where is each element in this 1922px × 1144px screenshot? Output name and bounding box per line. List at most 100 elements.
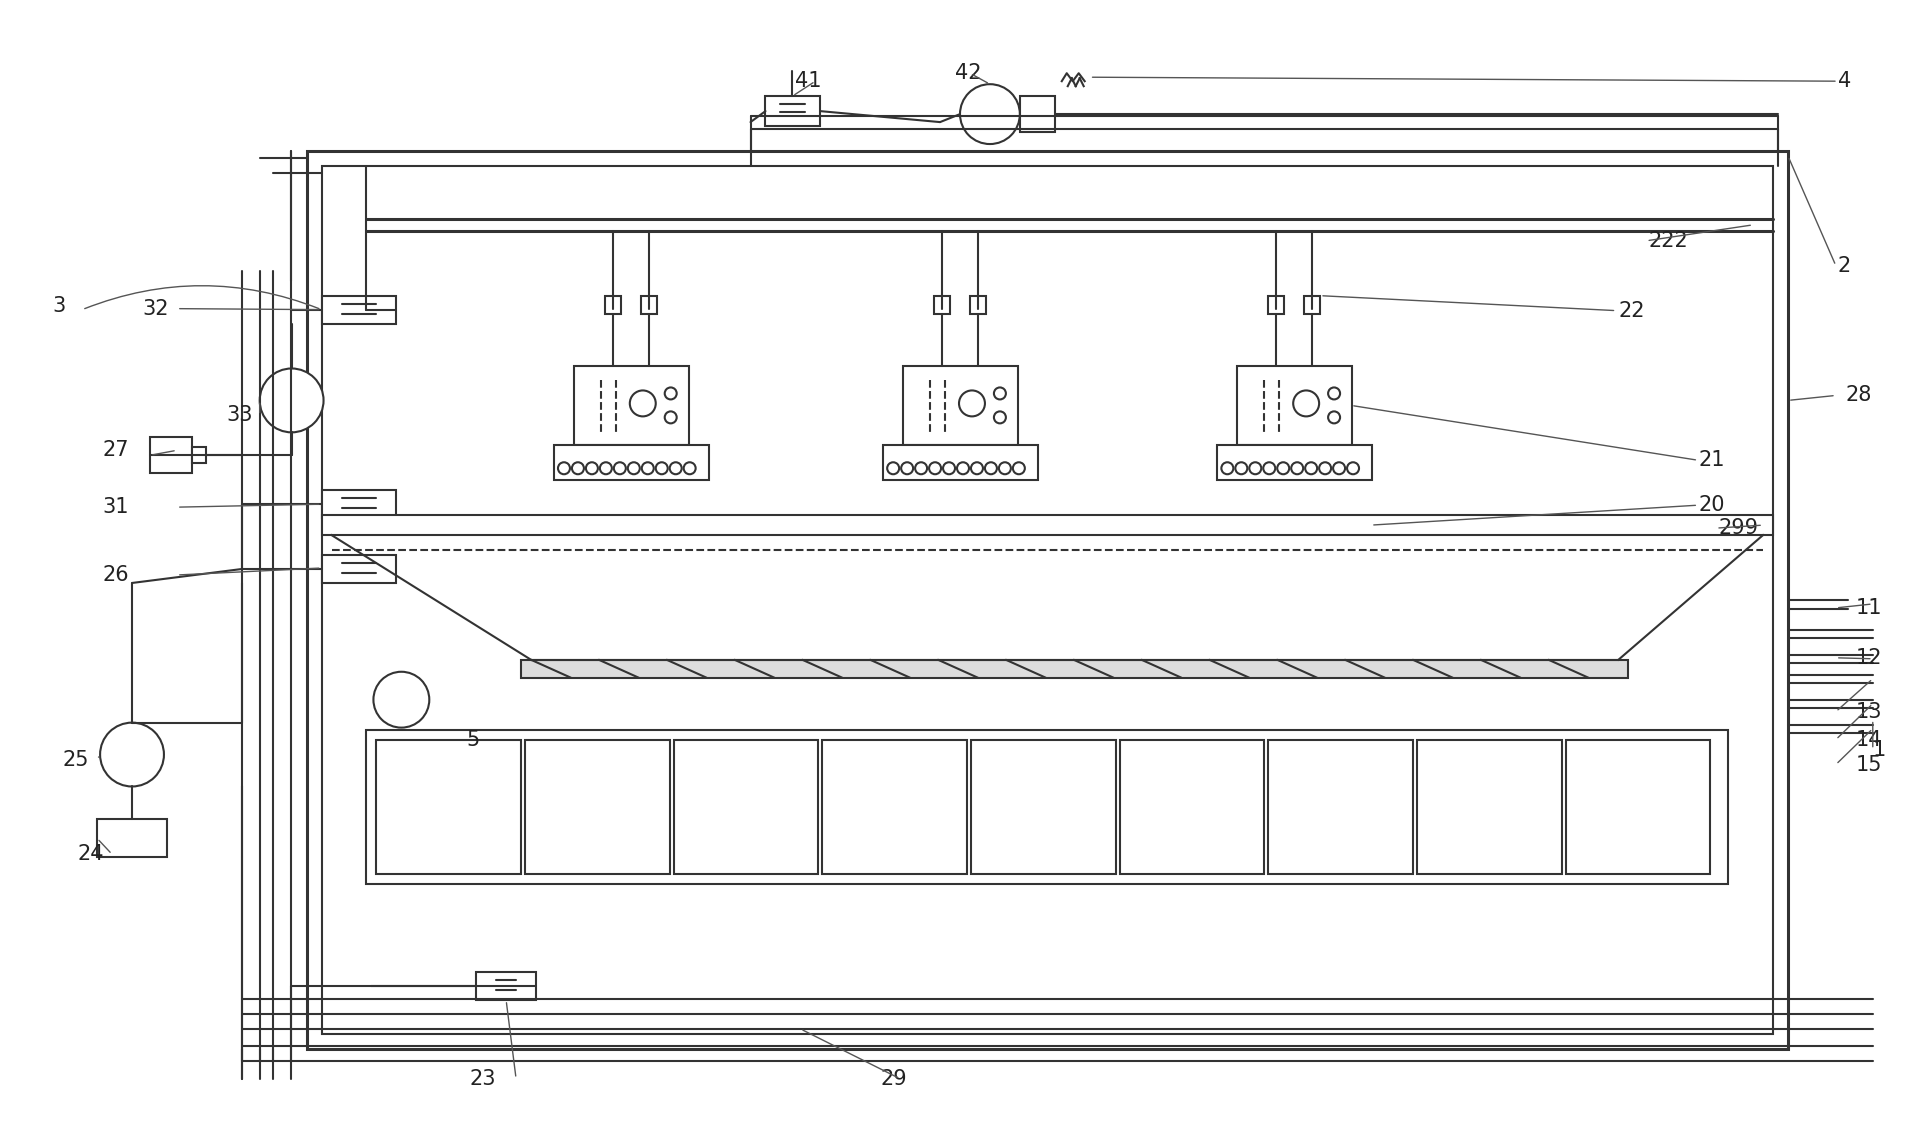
Bar: [321, 515, 1772, 535]
Bar: [377, 739, 521, 874]
Bar: [605, 295, 621, 313]
Circle shape: [901, 462, 913, 475]
Circle shape: [915, 462, 926, 475]
Text: 33: 33: [227, 405, 254, 426]
Circle shape: [100, 723, 163, 786]
Bar: [98, 819, 167, 857]
Bar: [367, 730, 1728, 884]
Circle shape: [1328, 412, 1340, 423]
Circle shape: [971, 462, 982, 475]
Bar: [675, 739, 819, 874]
Bar: [554, 445, 709, 480]
Text: 2: 2: [1837, 256, 1851, 276]
Text: 299: 299: [1718, 518, 1759, 538]
Bar: [521, 660, 1628, 677]
Bar: [884, 445, 1038, 480]
Bar: [1269, 739, 1413, 874]
Bar: [321, 166, 1772, 1034]
Circle shape: [669, 462, 682, 475]
Text: 27: 27: [102, 440, 129, 460]
Circle shape: [600, 462, 611, 475]
Text: 32: 32: [142, 299, 169, 319]
Bar: [575, 365, 688, 445]
Text: 31: 31: [102, 498, 129, 517]
Bar: [192, 447, 206, 463]
Bar: [1238, 365, 1351, 445]
Circle shape: [1318, 462, 1332, 475]
Text: 20: 20: [1699, 495, 1724, 515]
Text: 24: 24: [77, 844, 104, 865]
Bar: [765, 96, 821, 126]
Circle shape: [994, 388, 1005, 399]
Circle shape: [573, 462, 584, 475]
Text: 3: 3: [52, 295, 65, 316]
Circle shape: [373, 672, 429, 728]
Bar: [477, 972, 536, 1000]
Circle shape: [557, 462, 571, 475]
Circle shape: [1347, 462, 1359, 475]
Circle shape: [613, 462, 627, 475]
Text: 42: 42: [955, 63, 982, 84]
Bar: [150, 437, 192, 474]
Circle shape: [1013, 462, 1024, 475]
Bar: [1121, 739, 1265, 874]
Text: 29: 29: [880, 1068, 907, 1089]
Circle shape: [1328, 388, 1340, 399]
Bar: [934, 295, 949, 313]
Circle shape: [655, 462, 667, 475]
Bar: [823, 739, 967, 874]
Circle shape: [628, 462, 640, 475]
Text: 26: 26: [102, 565, 129, 585]
Circle shape: [999, 462, 1011, 475]
Circle shape: [1249, 462, 1261, 475]
Circle shape: [944, 462, 955, 475]
Circle shape: [665, 388, 677, 399]
Text: 5: 5: [467, 730, 479, 749]
Circle shape: [959, 390, 984, 416]
Circle shape: [630, 390, 655, 416]
Circle shape: [888, 462, 899, 475]
Bar: [321, 490, 396, 518]
Circle shape: [665, 412, 677, 423]
Bar: [1269, 295, 1284, 313]
Circle shape: [259, 368, 323, 432]
Bar: [321, 555, 396, 583]
Circle shape: [586, 462, 598, 475]
Bar: [640, 295, 657, 313]
Text: 41: 41: [796, 71, 823, 92]
Text: 21: 21: [1699, 451, 1724, 470]
Bar: [971, 739, 1115, 874]
Text: 23: 23: [469, 1068, 496, 1089]
Bar: [971, 295, 986, 313]
Circle shape: [1294, 390, 1318, 416]
Bar: [1021, 96, 1055, 132]
Text: 28: 28: [1845, 386, 1872, 405]
Circle shape: [1278, 462, 1290, 475]
Bar: [321, 295, 396, 324]
Circle shape: [957, 462, 969, 475]
Circle shape: [684, 462, 696, 475]
Bar: [1566, 739, 1711, 874]
Circle shape: [994, 412, 1005, 423]
Bar: [1217, 445, 1372, 480]
Text: 1: 1: [1872, 739, 1885, 760]
Bar: [1417, 739, 1561, 874]
Bar: [903, 365, 1019, 445]
Text: 222: 222: [1649, 231, 1688, 251]
Circle shape: [1236, 462, 1247, 475]
Text: 11: 11: [1857, 598, 1882, 618]
Circle shape: [1292, 462, 1303, 475]
Text: 15: 15: [1857, 755, 1882, 774]
Circle shape: [1263, 462, 1274, 475]
Circle shape: [642, 462, 653, 475]
Circle shape: [1305, 462, 1317, 475]
Text: 25: 25: [62, 749, 88, 770]
Text: 14: 14: [1857, 730, 1882, 749]
Bar: [1305, 295, 1320, 313]
Bar: [525, 739, 669, 874]
Circle shape: [1220, 462, 1234, 475]
Text: 12: 12: [1857, 648, 1882, 668]
Bar: [308, 151, 1787, 1049]
Text: 22: 22: [1618, 301, 1645, 320]
Text: 4: 4: [1837, 71, 1851, 92]
